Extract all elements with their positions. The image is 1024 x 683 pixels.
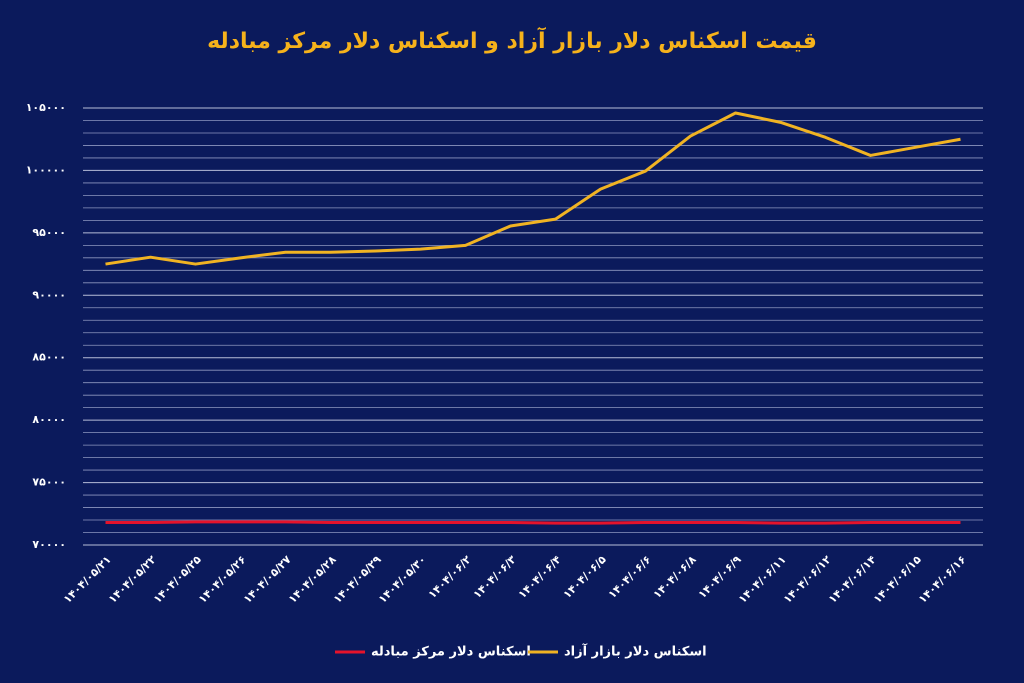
- y-tick-label: ۱۰۰۰۰۰: [26, 163, 66, 176]
- y-tick-label: ۹۵۰۰۰: [32, 226, 66, 239]
- legend-label: اسکناس دلار مرکز مبادله: [371, 645, 531, 660]
- y-tick-label: ۹۰۰۰۰: [32, 288, 66, 301]
- x-tick-label: ۱۴۰۴/۰۵/۳۰: [376, 553, 429, 606]
- y-tick-label: ۷۵۰۰۰: [32, 476, 66, 489]
- x-tick-label: ۱۴۰۴/۰۶/۹: [696, 553, 744, 601]
- y-tick-label: ۷۰۰۰۰: [32, 538, 66, 551]
- x-tick-label: ۱۴۰۴/۰۶/۲: [426, 553, 474, 601]
- y-tick-label: ۸۵۰۰۰: [32, 351, 66, 364]
- y-tick-label: ۱۰۵۰۰۰: [26, 101, 66, 114]
- chart-title: قیمت اسکناس دلار بازار آزاد و اسکناس دلا…: [207, 26, 817, 54]
- x-tick-label: ۱۴۰۴/۰۶/۶: [606, 553, 654, 601]
- legend-label: اسکناس دلار بازار آزاد: [564, 643, 707, 660]
- x-tick-label: ۱۴۰۴/۰۶/۳: [471, 553, 519, 601]
- series-line: [105, 520, 961, 525]
- series-line: [105, 111, 961, 266]
- x-tick-label: ۱۴۰۴/۰۶/۴: [516, 553, 564, 601]
- x-tick-label: ۱۴۰۴/۰۶/۵: [561, 553, 609, 601]
- y-tick-label: ۸۰۰۰۰: [32, 413, 66, 426]
- x-tick-label: ۱۴۰۴/۰۶/۸: [651, 553, 699, 601]
- x-tick-label: ۱۴۰۴/۰۶/۱۶: [916, 553, 969, 606]
